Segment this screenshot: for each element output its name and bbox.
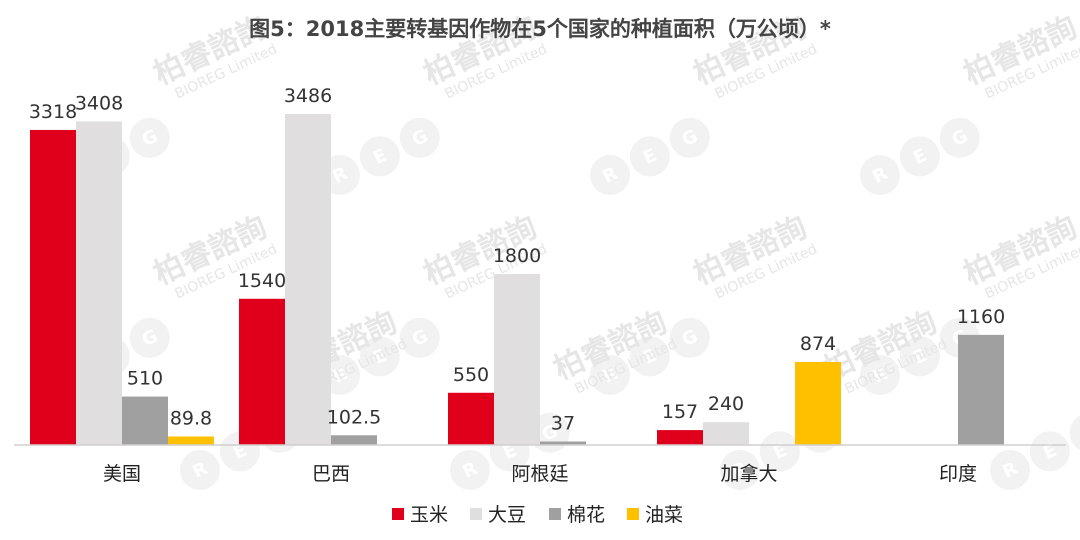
watermark-circle [399, 317, 440, 358]
watermark-circle [669, 117, 710, 158]
legend: 玉米 大豆 棉花 油菜 [392, 504, 683, 526]
bar-1-2 [76, 121, 122, 446]
watermark-logo: REG [860, 117, 980, 195]
watermark-circle [720, 450, 760, 490]
watermark-circle [860, 355, 900, 395]
data-label: 1160 [957, 306, 1005, 328]
watermark-circle [359, 336, 400, 377]
watermark-circle [899, 136, 940, 177]
watermark-circle [590, 355, 630, 395]
data-label: 240 [708, 393, 744, 415]
watermark-circle [669, 317, 710, 358]
category-label: 印度 [939, 463, 977, 485]
bar-4-4 [795, 362, 841, 445]
data-label: 37 [551, 412, 575, 434]
watermark-circle [759, 431, 800, 472]
bar-2-2 [285, 114, 331, 445]
bar-2-3 [331, 435, 377, 445]
category-label: 美国 [103, 463, 141, 485]
watermark-logo: REG [320, 117, 440, 195]
category-labels: 美国 巴西 阿根廷 加拿大 印度 [103, 462, 977, 485]
chart-title: 图5：2018主要转基因作物在5个国家的种植面积（万公顷）* [249, 17, 831, 41]
watermark-logo: REG [590, 117, 710, 195]
watermark-logo: REG [590, 317, 710, 395]
data-label: 874 [800, 333, 836, 355]
watermark-circle [359, 136, 400, 177]
bar-4-1 [657, 430, 703, 445]
data-label: 1540 [238, 270, 286, 292]
bar-3-2 [494, 274, 540, 445]
data-label: 89.8 [170, 407, 212, 429]
watermark-circle [129, 117, 170, 158]
watermark-circle [629, 336, 670, 377]
watermark-circle [129, 317, 170, 358]
bar-2-1 [239, 298, 285, 445]
data-label: 1800 [493, 245, 541, 267]
watermark-circle [629, 136, 670, 177]
category-label: 阿根廷 [511, 463, 568, 485]
watermark-circle [990, 450, 1030, 490]
watermark-circle [860, 155, 900, 195]
watermark-circle [450, 450, 490, 490]
data-label: 157 [662, 401, 698, 423]
bar-3-3 [540, 441, 586, 445]
watermark-circle [1029, 431, 1070, 472]
bar-1-3 [122, 396, 168, 445]
legend-label: 棉花 [567, 504, 605, 526]
watermark-circle [590, 155, 630, 195]
category-label: 加拿大 [720, 462, 777, 485]
legend-swatch [470, 508, 482, 520]
bar-1-1 [30, 129, 76, 445]
legend-label: 大豆 [488, 504, 526, 526]
bar-5-3 [958, 334, 1004, 445]
legend-label: 玉米 [410, 504, 448, 526]
bar-3-1 [448, 392, 494, 445]
data-label: 550 [453, 364, 489, 386]
legend-swatch [392, 508, 404, 520]
category-label: 巴西 [312, 463, 350, 485]
watermark-circle [399, 117, 440, 158]
legend-swatch [549, 508, 561, 520]
watermark-circle [180, 450, 220, 490]
legend-label: 油菜 [645, 504, 683, 526]
bar-4-2 [703, 422, 749, 445]
data-label: 3408 [75, 92, 123, 114]
data-label: 510 [127, 368, 163, 390]
watermark-circle [939, 117, 980, 158]
data-label: 3318 [29, 101, 77, 123]
bar-1-4 [168, 436, 214, 445]
legend-swatch [627, 508, 639, 520]
watermark-circle [899, 336, 940, 377]
data-label: 3486 [284, 85, 332, 107]
data-label: 102.5 [327, 406, 381, 428]
